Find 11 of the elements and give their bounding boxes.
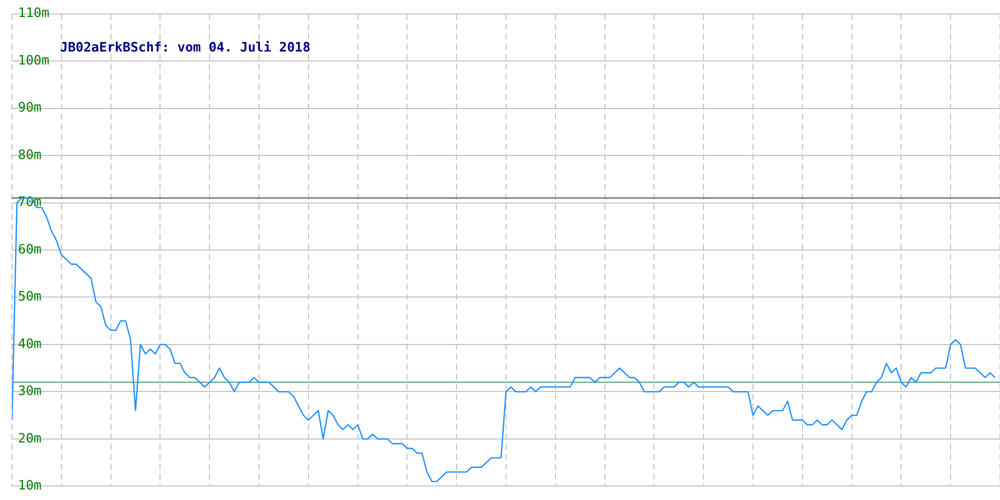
- y-tick-label: 80m: [18, 148, 42, 163]
- y-tick-label: 100m: [18, 53, 50, 68]
- y-tick-label: 90m: [18, 100, 42, 116]
- y-tick-label: 60m: [18, 242, 42, 258]
- y-tick-label: 110m: [18, 6, 50, 22]
- y-tick-label: 50m: [18, 290, 42, 305]
- y-tick-label: 10m: [18, 478, 42, 494]
- y-tick-label: 30m: [18, 384, 42, 400]
- y-tick-label: 20m: [18, 431, 42, 446]
- y-tick-label: 40m: [18, 336, 42, 352]
- text: JB02aErkBSchf: vom 04. Juli 2018: [60, 40, 311, 56]
